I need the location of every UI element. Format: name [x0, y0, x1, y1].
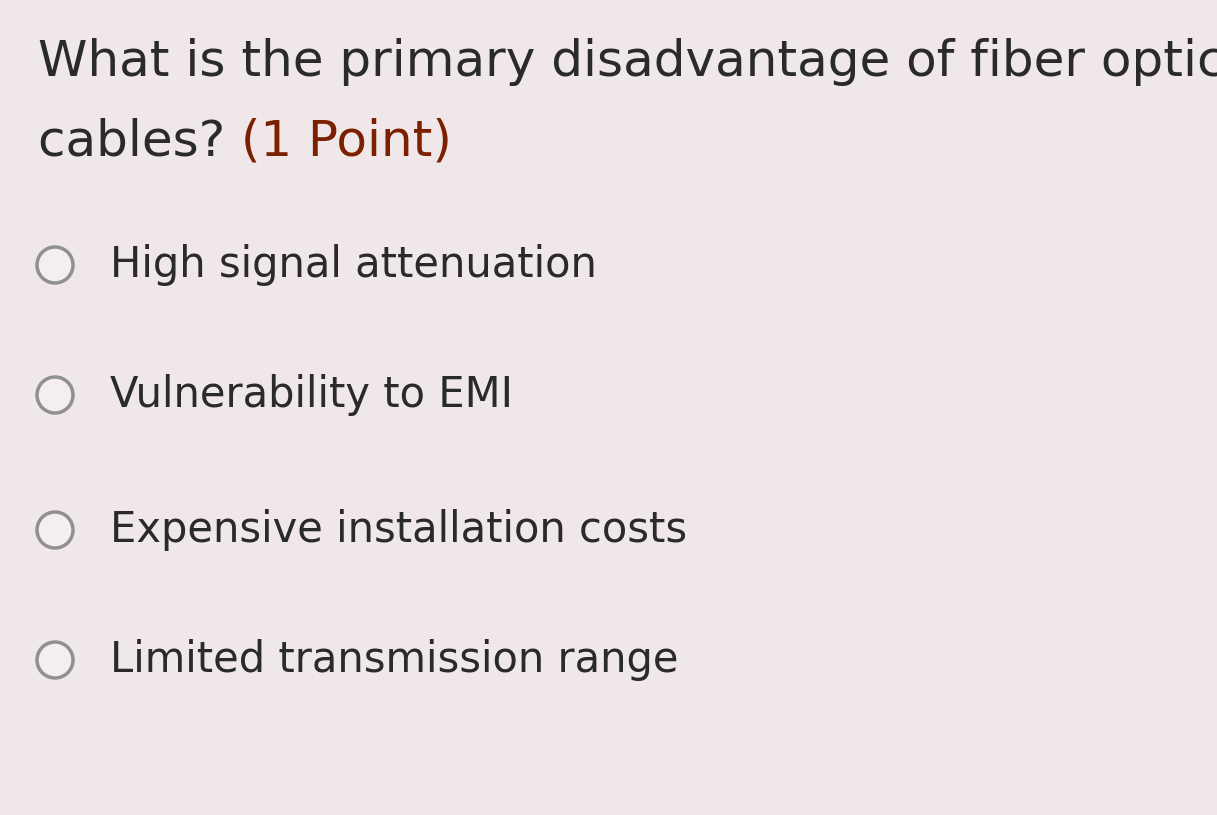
- Text: High signal attenuation: High signal attenuation: [110, 244, 596, 286]
- Text: Expensive installation costs: Expensive installation costs: [110, 509, 688, 551]
- Circle shape: [37, 642, 73, 678]
- Text: Vulnerability to EMI: Vulnerability to EMI: [110, 374, 514, 416]
- Text: What is the primary disadvantage of fiber optic: What is the primary disadvantage of fibe…: [38, 38, 1217, 86]
- Text: cables?: cables?: [38, 118, 241, 166]
- Text: (1 Point): (1 Point): [241, 118, 452, 166]
- Circle shape: [37, 247, 73, 283]
- Circle shape: [37, 377, 73, 413]
- Text: Limited transmission range: Limited transmission range: [110, 639, 679, 681]
- Circle shape: [37, 512, 73, 548]
